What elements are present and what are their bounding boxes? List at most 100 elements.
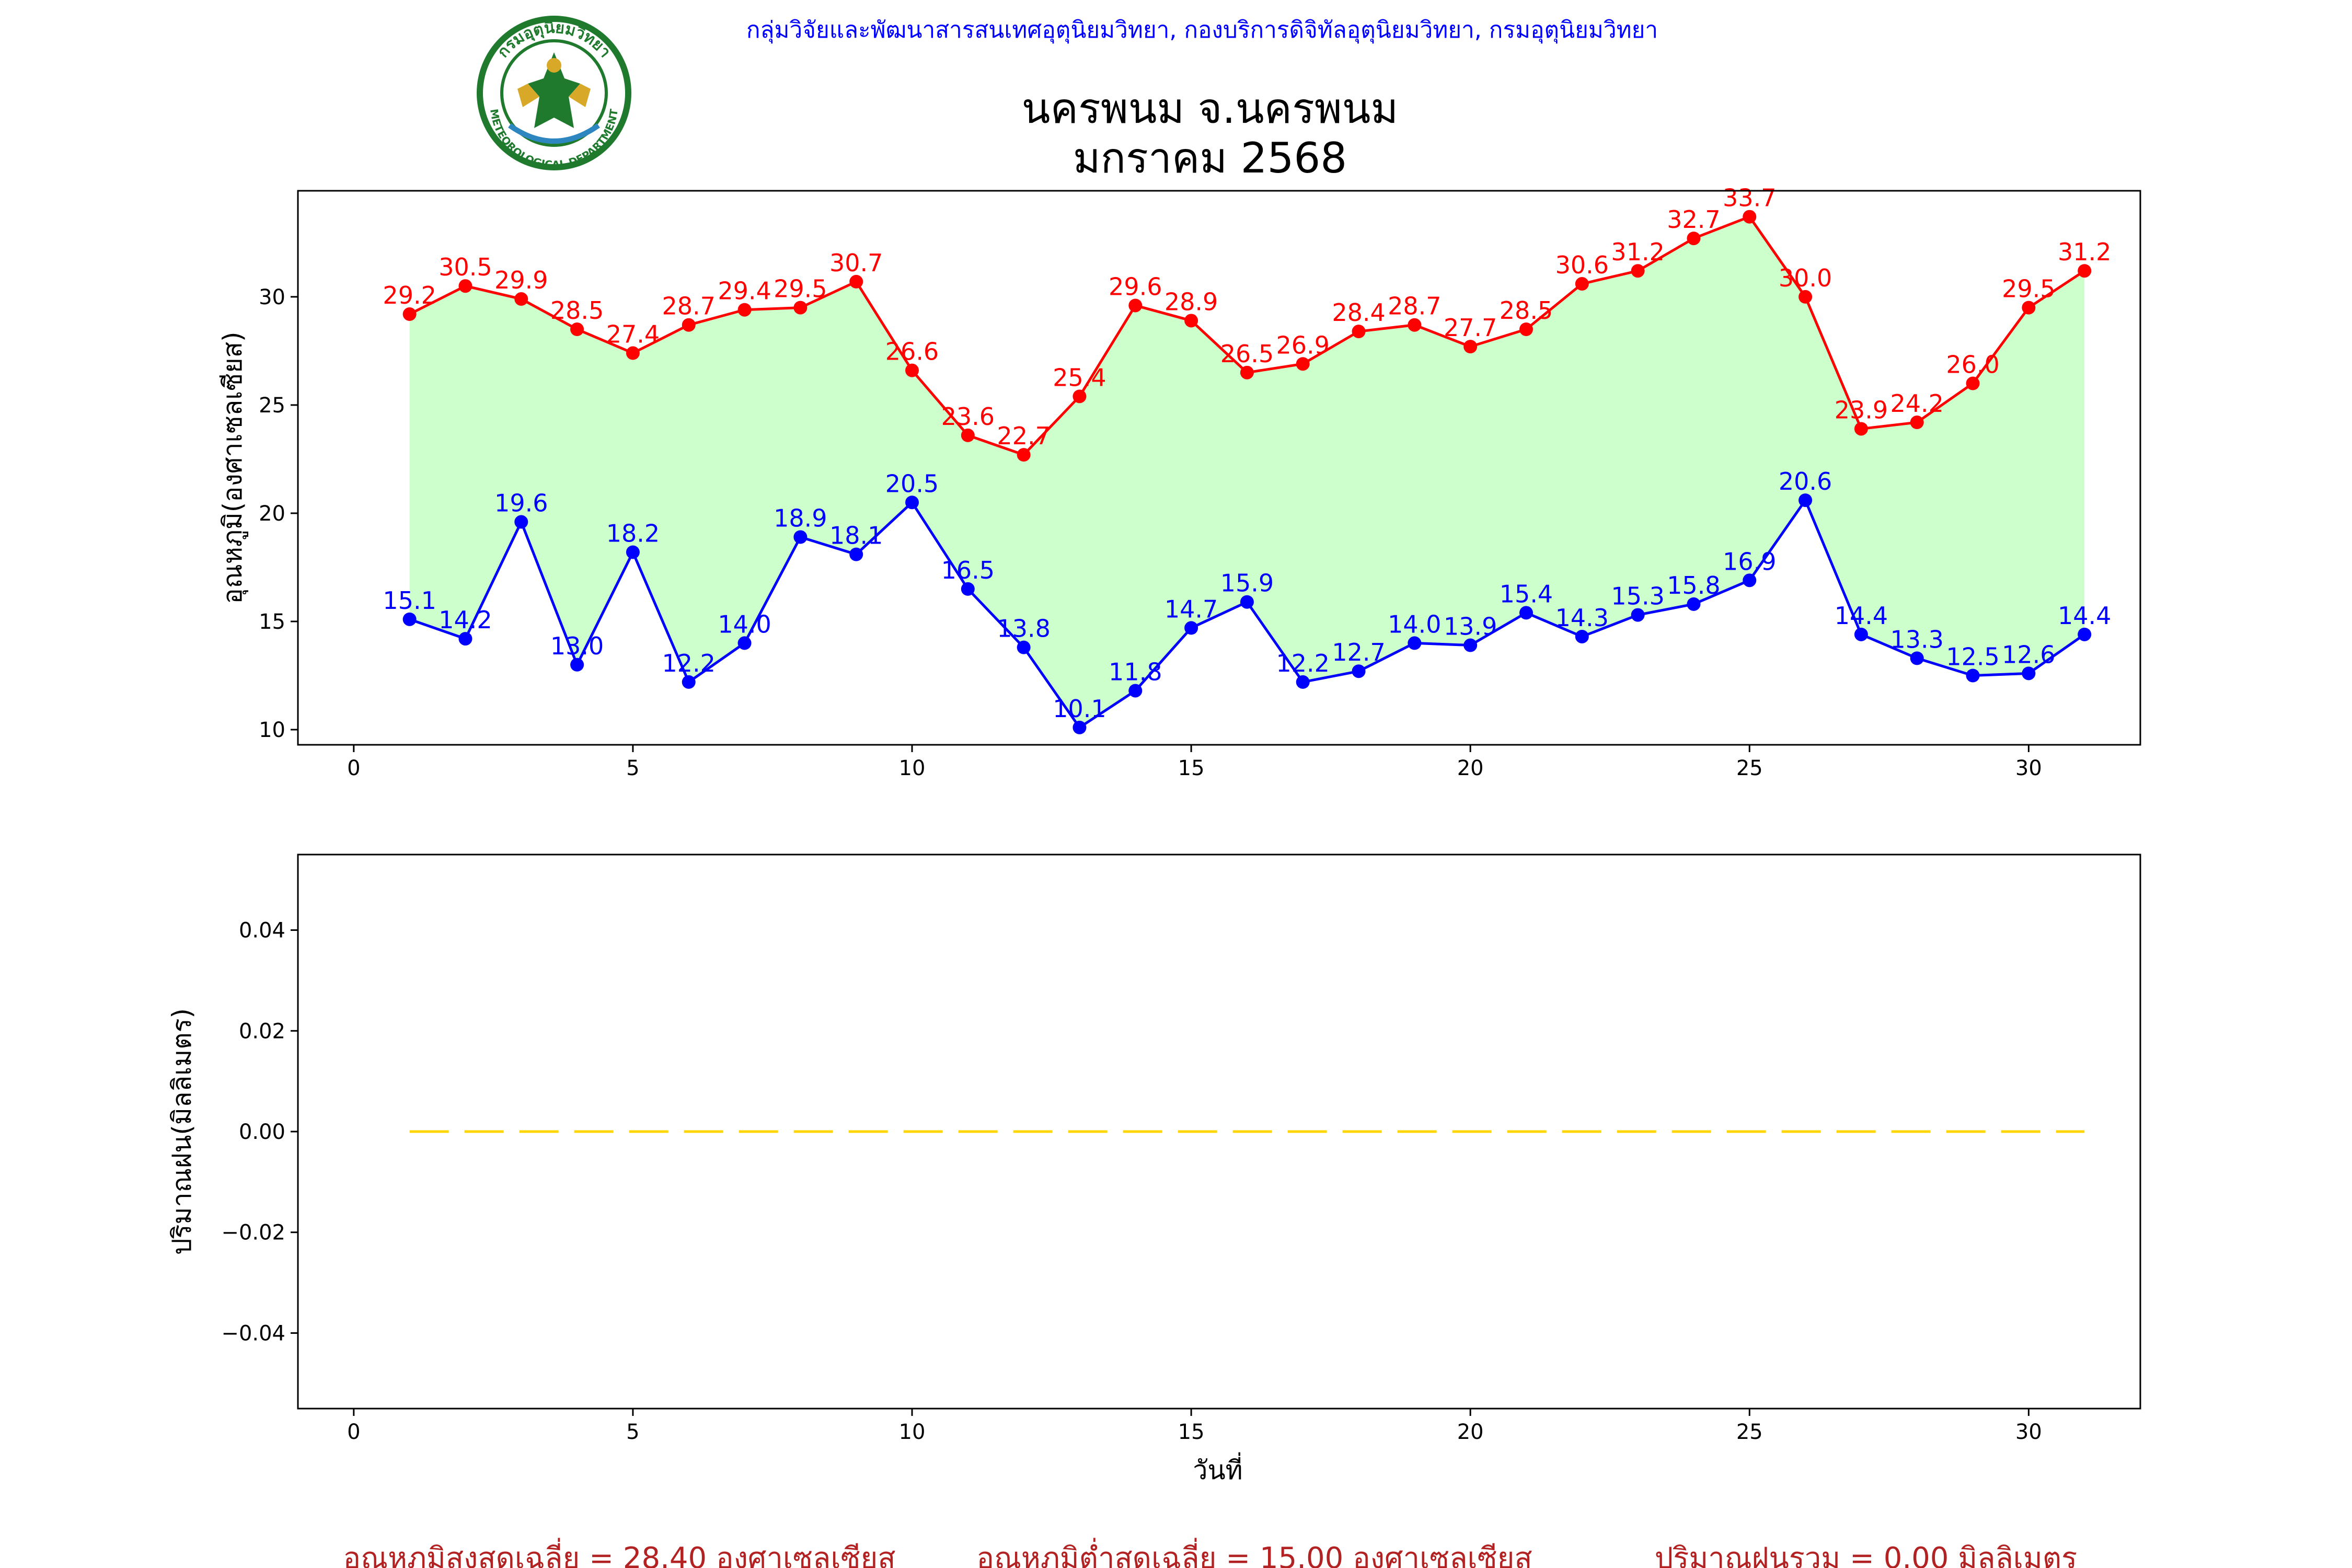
max-temp-point [458, 279, 472, 293]
max-temp-point [1854, 422, 1868, 436]
min-temp-label: 14.7 [1165, 595, 1218, 623]
min-temp-point [1687, 597, 1701, 611]
min-temp-label: 15.9 [1220, 569, 1274, 597]
min-temp-point [1184, 621, 1198, 635]
rainfall-x-axis: 0 5 10 15 20 25 30 [347, 1409, 2042, 1444]
logo-wave [508, 123, 600, 144]
y-tick-label: 20 [259, 502, 285, 526]
max-temp-label: 32.7 [1667, 205, 1720, 234]
rainfall-y-axis-label: ปริมาณฝน(มิลลิเมตร) [167, 1008, 197, 1255]
logo-deity-figure [528, 52, 580, 128]
min-temp-label: 15.3 [1611, 582, 1664, 610]
min-temp-point [793, 530, 808, 544]
min-temp-label: 12.2 [1276, 649, 1330, 677]
max-temp-label: 23.6 [941, 402, 995, 431]
min-temp-label: 20.6 [1779, 467, 1832, 495]
min-temp-point [1910, 651, 1924, 665]
summary-total-rain: ปริมาณฝนรวม = 0.00 มิลลิเมตร [1655, 1541, 2078, 1568]
max-temp-point [1017, 448, 1031, 462]
max-temp-point [1352, 325, 1366, 339]
max-temp-label: 29.5 [774, 275, 827, 303]
y-tick-label: −0.02 [221, 1221, 285, 1245]
y-tick-label: 0.00 [239, 1120, 285, 1144]
max-temp-point [1128, 298, 1143, 313]
min-temp-point [2078, 627, 2092, 641]
max-temp-label: 26.5 [1220, 340, 1274, 368]
min-temp-point [402, 612, 417, 626]
x-tick-label: 5 [626, 756, 639, 780]
min-temp-label: 14.0 [718, 610, 771, 638]
max-temp-point [1798, 290, 1813, 304]
max-temp-point [737, 303, 752, 317]
max-temp-point [1073, 389, 1087, 403]
min-temp-label: 18.1 [829, 522, 883, 550]
max-temp-label: 26.0 [1946, 351, 1999, 379]
max-temp-point [626, 346, 640, 360]
max-temp-label: 26.9 [1276, 331, 1330, 359]
x-tick-label: 30 [2015, 756, 2042, 780]
min-temp-label: 13.3 [1890, 625, 1944, 653]
max-temp-point [849, 274, 863, 289]
min-temp-label: 15.4 [1500, 580, 1553, 608]
min-temp-point [1631, 608, 1645, 622]
max-temp-label: 23.9 [1835, 396, 1888, 424]
temperature-y-axis: 10 15 20 25 30 [259, 285, 298, 742]
min-temp-label: 12.6 [2002, 640, 2055, 668]
max-temp-point [682, 318, 696, 332]
min-temp-label: 18.9 [774, 504, 827, 533]
min-temp-label: 14.4 [1835, 602, 1888, 630]
min-temp-point [1128, 684, 1143, 698]
max-temp-label: 22.7 [997, 422, 1050, 450]
x-tick-label: 10 [899, 1420, 926, 1444]
temperature-points [402, 210, 2092, 734]
max-temp-label: 28.5 [1500, 296, 1553, 325]
min-temp-label: 18.2 [606, 519, 660, 547]
max-temp-label: 25.4 [1053, 363, 1106, 391]
min-temp-point [626, 545, 640, 559]
max-temp-point [961, 428, 975, 442]
max-temp-label: 30.0 [1779, 264, 1832, 292]
temperature-y-axis-label: อุณหภูมิ(องศาเซลเซียส) [217, 331, 248, 604]
x-tick-label: 25 [1736, 756, 1763, 780]
min-temp-label: 10.1 [1053, 695, 1106, 723]
min-temp-label: 12.2 [662, 649, 716, 677]
max-temp-label: 28.5 [550, 296, 604, 325]
max-temp-point [1519, 322, 1533, 336]
min-temp-label: 14.0 [1388, 610, 1441, 638]
temperature-fill-area [409, 216, 2085, 728]
max-temp-point [1631, 264, 1645, 278]
max-temp-label: 29.4 [718, 277, 771, 305]
min-temp-point [1296, 675, 1310, 689]
y-tick-label: 0.02 [239, 1019, 285, 1043]
max-temp-label: 26.6 [885, 338, 939, 366]
max-temp-label: 30.5 [439, 253, 492, 281]
max-temp-point [1910, 416, 1924, 430]
max-temp-point [1463, 340, 1478, 354]
x-tick-label: 10 [899, 756, 926, 780]
max-temp-point [1408, 318, 1422, 332]
min-temp-label: 11.8 [1109, 658, 1162, 686]
y-tick-label: 30 [259, 285, 285, 309]
max-temp-point [1296, 357, 1310, 371]
max-temp-point [905, 363, 919, 377]
min-temp-point [1854, 627, 1868, 641]
min-temp-point [1073, 720, 1087, 734]
x-tick-label: 0 [347, 756, 360, 780]
y-tick-label: 0.04 [239, 919, 285, 943]
x-tick-label: 20 [1457, 756, 1484, 780]
temperature-plot-frame [297, 190, 2141, 746]
min-temp-label: 15.8 [1667, 571, 1720, 599]
min-temp-point [737, 636, 752, 650]
logo-deity-arms [517, 84, 591, 107]
max-temp-label: 33.7 [1723, 184, 1776, 212]
min-temp-point [1240, 595, 1254, 609]
min-temp-point [1966, 668, 1980, 683]
min-temp-label: 12.7 [1332, 638, 1385, 666]
rainfall-chart: 0 5 10 15 20 25 30 −0.04 −0.02 0.00 0.02 0.04 ปริม… [167, 854, 2141, 1485]
rainfall-y-axis: −0.04 −0.02 0.00 0.02 0.04 [221, 919, 298, 1345]
min-temp-point [514, 515, 528, 529]
min-temp-label: 13.8 [997, 615, 1050, 643]
y-tick-label: 10 [259, 718, 285, 742]
max-temp-label: 29.2 [383, 281, 436, 309]
min-temp-point [1352, 664, 1366, 678]
